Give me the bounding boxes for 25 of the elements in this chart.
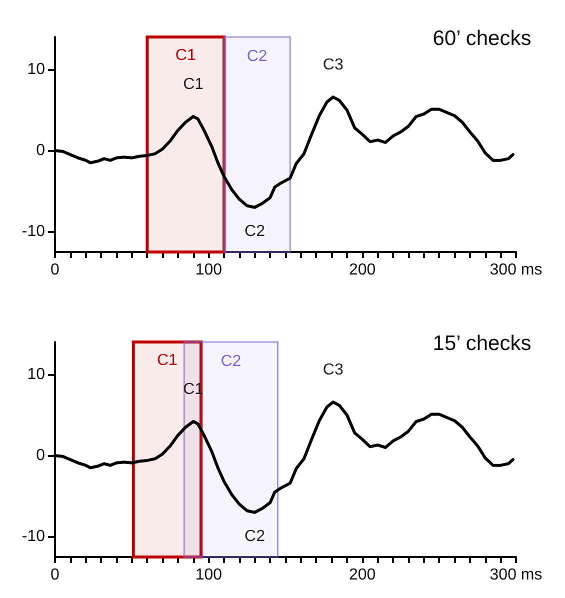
y-tick-label: -10: [22, 528, 46, 546]
annotation: C3: [322, 56, 344, 74]
x-tick-label: 0: [50, 566, 60, 584]
x-tick-label: 100: [195, 566, 222, 584]
x-tick-label: 100: [195, 262, 222, 278]
x-tick-label: 0: [50, 262, 60, 278]
band-label: C1: [156, 352, 178, 369]
x-tick-label: 200: [348, 566, 376, 584]
y-tick-label: 10: [27, 366, 46, 383]
band-label: C2: [246, 48, 268, 65]
chart-title: 15’ checks: [432, 332, 532, 355]
x-tick-label: 200: [348, 262, 376, 278]
y-tick-label: 10: [27, 60, 46, 78]
y-tick-label: 0: [36, 142, 46, 160]
annotation: C1: [183, 76, 204, 94]
band-label: C1: [175, 47, 196, 64]
annotation: C2: [244, 222, 266, 240]
band-label: C2: [220, 353, 242, 370]
chart-title: 60’ checks: [432, 27, 532, 50]
annotation: C3: [322, 362, 344, 379]
y-tick-label: 0: [36, 447, 46, 464]
y-tick-label: -10: [22, 223, 46, 240]
x-tick-label: 300 ms: [490, 262, 542, 278]
annotation: C2: [244, 528, 266, 545]
x-tick-label: 300 ms: [490, 566, 542, 584]
